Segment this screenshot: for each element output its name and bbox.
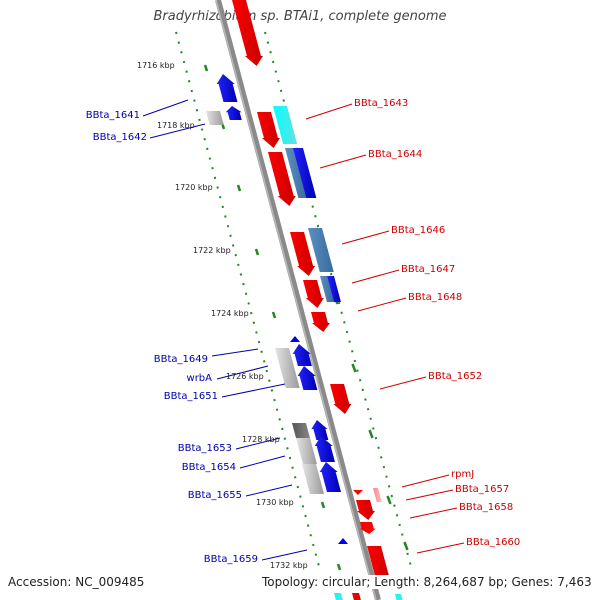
map-title: Bradyrhizobium sp. BTAi1, complete genom… <box>153 9 447 24</box>
ruler-tick <box>271 311 277 319</box>
label-leader-forward <box>319 154 367 169</box>
ruler-tick <box>254 248 260 256</box>
gene-arrow-forward <box>311 312 330 332</box>
cds-box <box>320 276 334 302</box>
grey-feature <box>292 423 311 439</box>
label-leader-forward <box>416 542 465 554</box>
gene-arrow-forward <box>303 280 324 308</box>
gene-label-forward: BBta_1652 <box>428 371 482 382</box>
gene-arrow-forward <box>330 384 352 414</box>
gene-label-reverse: BBta_1642 <box>93 132 147 143</box>
genome-backbone-highlight <box>215 0 377 600</box>
gene-arrow-reverse <box>225 106 242 120</box>
label-leader-reverse <box>142 99 189 117</box>
genome-backbone <box>215 0 381 600</box>
label-leader-forward <box>401 474 450 488</box>
label-leader-reverse <box>235 437 281 450</box>
gene-arrow-reverse <box>319 462 342 492</box>
outer-major-tick <box>368 429 374 439</box>
gene-arrow-reverse <box>292 344 312 366</box>
gene-arrow-reverse <box>314 436 335 462</box>
gene-arrow-forward <box>359 522 376 534</box>
grey-feature <box>275 348 300 388</box>
label-leader-forward <box>351 269 400 284</box>
label-leader-forward <box>409 507 458 519</box>
gene-label-forward: BBta_1644 <box>368 149 422 160</box>
gene-label-reverse: BBta_1653 <box>178 443 232 454</box>
gene-label-forward: BBta_1643 <box>354 98 408 109</box>
gene-label-reverse: BBta_1651 <box>164 391 218 402</box>
gene-arrow-reverse <box>297 366 318 390</box>
ruler-tick <box>203 64 209 72</box>
label-leader-reverse <box>216 365 269 380</box>
label-leader-forward <box>357 297 407 312</box>
cds-box <box>273 106 298 144</box>
ruler-tick-label: 1726 kbp <box>226 372 264 381</box>
gene-label-forward: BBta_1657 <box>455 484 509 495</box>
gene-label-reverse: wrbA <box>187 373 213 384</box>
label-leader-forward <box>405 489 454 501</box>
outer-major-tick <box>386 495 392 505</box>
label-leader-reverse <box>149 123 206 139</box>
cds-box <box>352 593 361 600</box>
label-leader-reverse <box>261 549 308 561</box>
cds-box <box>327 276 341 302</box>
gene-label-reverse: BBta_1641 <box>86 110 140 121</box>
topology-text: Topology: circular; Length: 8,264,687 bp… <box>262 575 592 589</box>
outer-major-tick <box>403 541 409 551</box>
gene-short-forward <box>353 490 363 495</box>
cds-box <box>373 488 382 502</box>
label-leader-forward <box>341 230 390 245</box>
gene-label-reverse: BBta_1655 <box>188 490 242 501</box>
label-leader-forward <box>305 103 353 120</box>
gene-label-forward: BBta_1660 <box>466 537 520 548</box>
label-leader-reverse <box>239 455 286 469</box>
gene-arrow-forward <box>257 112 280 148</box>
ruler-tick-label: 1732 kbp <box>270 561 308 570</box>
grey-feature <box>302 464 325 494</box>
ruler-tick <box>236 184 242 192</box>
cds-box <box>308 228 334 272</box>
gene-label-reverse: BBta_1659 <box>204 554 258 565</box>
gene-arrow-forward <box>268 152 296 206</box>
gene-label-forward: rpmJ <box>451 469 474 480</box>
outer-major-tick <box>351 363 357 373</box>
gene-arrow-reverse <box>216 74 238 102</box>
cds-box <box>334 593 343 600</box>
gene-label-forward: BBta_1658 <box>459 502 513 513</box>
grey-feature <box>296 438 317 464</box>
ruler-tick-label: 1718 kbp <box>157 121 195 130</box>
label-leader-reverse <box>245 484 293 497</box>
gene-label-forward: BBta_1646 <box>391 225 445 236</box>
gene-label-forward: BBta_1647 <box>401 264 455 275</box>
gene-short-reverse <box>338 538 348 544</box>
ruler-tick-label: 1720 kbp <box>175 183 213 192</box>
gene-arrow-forward <box>290 232 316 276</box>
ruler-tick-label: 1724 kbp <box>211 309 249 318</box>
label-leader-forward <box>379 376 427 390</box>
grey-feature <box>206 111 224 125</box>
gene-arrow-forward <box>232 0 263 66</box>
ruler-tick-label: 1728 kbp <box>242 435 280 444</box>
gene-arrow-reverse <box>311 420 329 440</box>
cds-box <box>293 148 317 198</box>
accession-text: Accession: NC_009485 <box>8 575 145 589</box>
label-leader-reverse <box>211 348 259 357</box>
gene-short-reverse <box>290 336 300 342</box>
cds-box <box>285 148 309 198</box>
gene-arrow-forward <box>356 500 375 520</box>
gene-label-reverse: BBta_1654 <box>182 462 236 473</box>
ruler-tick-label: 1716 kbp <box>137 61 175 70</box>
ruler-tick-label: 1722 kbp <box>193 246 231 255</box>
ruler-tick <box>320 501 326 509</box>
gene-label-reverse: BBta_1649 <box>154 354 208 365</box>
cds-box <box>395 594 403 600</box>
ruler-tick <box>336 563 342 571</box>
gene-label-forward: BBta_1648 <box>408 292 462 303</box>
ruler-tick-label: 1730 kbp <box>256 498 294 507</box>
label-leader-reverse <box>221 383 286 398</box>
